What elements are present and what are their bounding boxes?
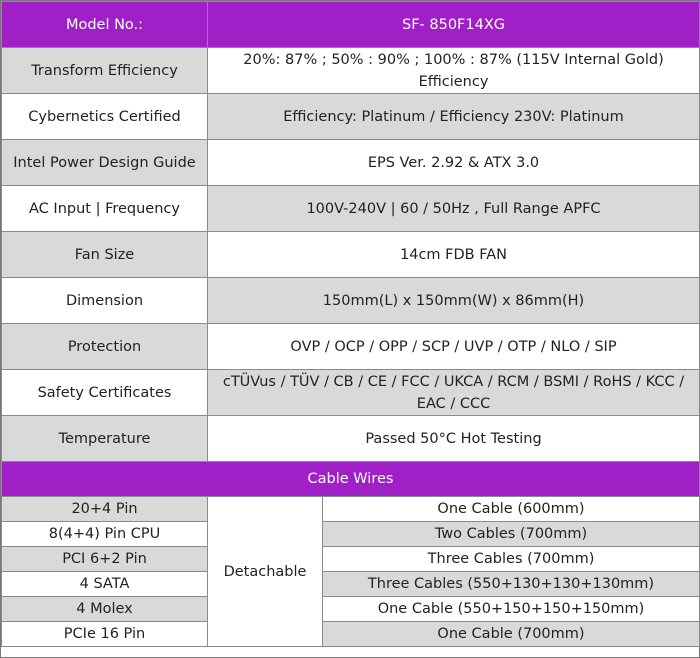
cable-wires-header-row: Cable Wires — [1, 461, 700, 497]
cable-connector: 4 SATA — [1, 571, 208, 597]
cable-connector: PCI 6+2 Pin — [1, 546, 208, 572]
model-header-row: Model No.: SF- 850F14XG — [1, 1, 700, 48]
spec-row: Transform Efficiency 20%: 87% ; 50% : 90… — [1, 47, 700, 94]
spec-label: Safety Certificates — [1, 369, 208, 416]
spec-value: Efficiency: Platinum / Efficiency 230V: … — [207, 93, 700, 140]
spec-label: AC Input | Frequency — [1, 185, 208, 232]
spec-value: Passed 50°C Hot Testing — [207, 415, 700, 462]
model-label: Model No.: — [1, 1, 208, 48]
spec-label: Transform Efficiency — [1, 47, 208, 94]
spec-label: Cybernetics Certified — [1, 93, 208, 140]
spec-value: 150mm(L) x 150mm(W) x 86mm(H) — [207, 277, 700, 324]
spec-value: cTÜVus / TÜV / CB / CE / FCC / UKCA / RC… — [207, 369, 700, 416]
spec-value: 20%: 87% ; 50% : 90% ; 100% : 87% (115V … — [207, 47, 700, 94]
cable-connector: PCIe 16 Pin — [1, 621, 208, 647]
spec-row: Temperature Passed 50°C Hot Testing — [1, 415, 700, 462]
cable-length: One Cable (700mm) — [322, 621, 700, 647]
spec-label: Protection — [1, 323, 208, 370]
cable-length: Three Cables (700mm) — [322, 546, 700, 572]
spec-value: OVP / OCP / OPP / SCP / UVP / OTP / NLO … — [207, 323, 700, 370]
cable-connector: 20+4 Pin — [1, 496, 208, 522]
spec-label: Intel Power Design Guide — [1, 139, 208, 186]
spec-row: Cybernetics Certified Efficiency: Platin… — [1, 93, 700, 140]
cable-wires-title: Cable Wires — [1, 461, 700, 497]
cable-length: One Cable (550+150+150+150mm) — [322, 596, 700, 622]
cable-row: 4 SATA Three Cables (550+130+130+130mm) — [1, 571, 700, 597]
spec-value: 14cm FDB FAN — [207, 231, 700, 278]
spec-row: Safety Certificates cTÜVus / TÜV / CB / … — [1, 369, 700, 416]
spec-row: Protection OVP / OCP / OPP / SCP / UVP /… — [1, 323, 700, 370]
cable-row: PCI 6+2 Pin Three Cables (700mm) — [1, 546, 700, 572]
cable-connector: 8(4+4) Pin CPU — [1, 521, 208, 547]
cable-row: PCIe 16 Pin One Cable (700mm) — [1, 621, 700, 647]
spec-row: Intel Power Design Guide EPS Ver. 2.92 &… — [1, 139, 700, 186]
cable-row: 4 Molex One Cable (550+150+150+150mm) — [1, 596, 700, 622]
cable-type: Detachable — [207, 496, 323, 647]
spec-label: Temperature — [1, 415, 208, 462]
cable-connector: 4 Molex — [1, 596, 208, 622]
spec-row: Dimension 150mm(L) x 150mm(W) x 86mm(H) — [1, 277, 700, 324]
spec-label: Dimension — [1, 277, 208, 324]
spec-value: 100V-240V | 60 / 50Hz , Full Range APFC — [207, 185, 700, 232]
cable-length: Two Cables (700mm) — [322, 521, 700, 547]
model-number: SF- 850F14XG — [207, 1, 700, 48]
cable-length: One Cable (600mm) — [322, 496, 700, 522]
cable-length: Three Cables (550+130+130+130mm) — [322, 571, 700, 597]
spec-value: EPS Ver. 2.92 & ATX 3.0 — [207, 139, 700, 186]
spec-row: AC Input | Frequency 100V-240V | 60 / 50… — [1, 185, 700, 232]
spec-label: Fan Size — [1, 231, 208, 278]
cable-row: 8(4+4) Pin CPU Two Cables (700mm) — [1, 521, 700, 547]
cable-row: 20+4 Pin Detachable One Cable (600mm) — [1, 496, 700, 647]
spec-row: Fan Size 14cm FDB FAN — [1, 231, 700, 278]
